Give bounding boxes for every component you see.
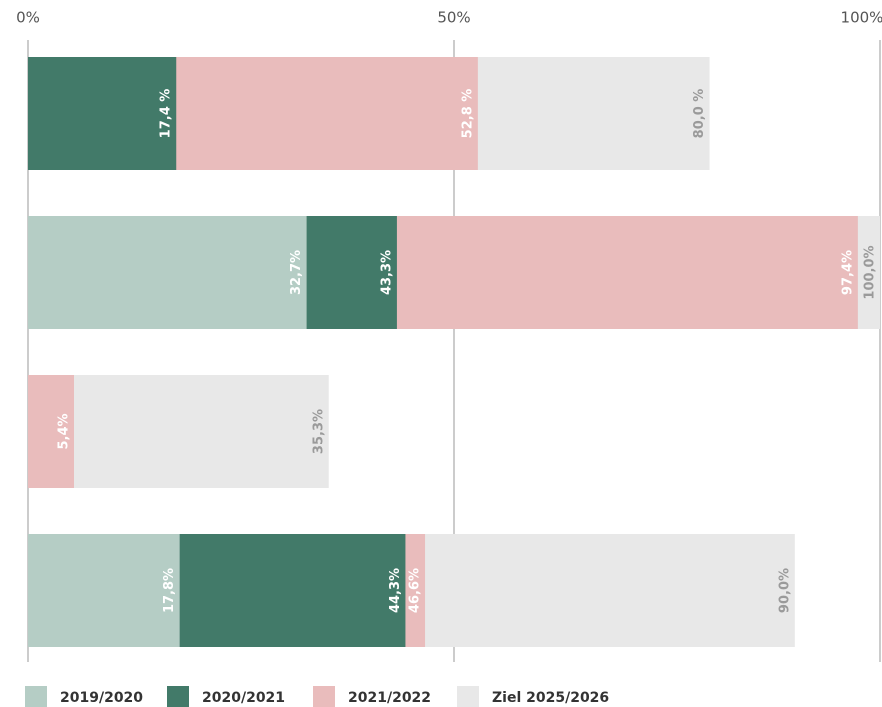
bar — [28, 375, 75, 488]
x-tick-label: 50% — [437, 9, 470, 27]
value-label: 5,4% — [57, 413, 72, 449]
value-label: 32,7% — [289, 250, 304, 295]
value-label: 17,4 % — [159, 89, 174, 139]
value-label: 17,8% — [162, 568, 177, 613]
x-tick-label: 0% — [16, 9, 40, 27]
bar — [28, 534, 180, 647]
legend-label: Ziel 2025/2026 — [492, 690, 609, 706]
legend-label: 2020/2021 — [202, 690, 285, 706]
legend-swatch — [25, 686, 47, 707]
value-label: 52,8 % — [460, 89, 475, 139]
legend-swatch — [457, 686, 479, 707]
x-tick-label: 100% — [841, 9, 882, 27]
bar — [28, 216, 307, 329]
value-label: 100,0% — [863, 245, 878, 299]
value-label: 90,0% — [777, 568, 792, 613]
value-label: 80,0 % — [692, 89, 707, 139]
legend-swatch — [313, 686, 335, 707]
legend-label: 2021/2022 — [348, 690, 431, 706]
value-label: 46,6% — [408, 568, 423, 613]
value-label: 43,3% — [379, 250, 394, 295]
legend-label: 2019/2020 — [60, 690, 143, 706]
legend-swatch — [167, 686, 189, 707]
value-label: 44,3% — [388, 568, 403, 613]
value-label: 97,4% — [840, 250, 855, 295]
bar — [28, 375, 329, 488]
bar — [28, 57, 177, 170]
value-label: 35,3% — [311, 409, 326, 454]
